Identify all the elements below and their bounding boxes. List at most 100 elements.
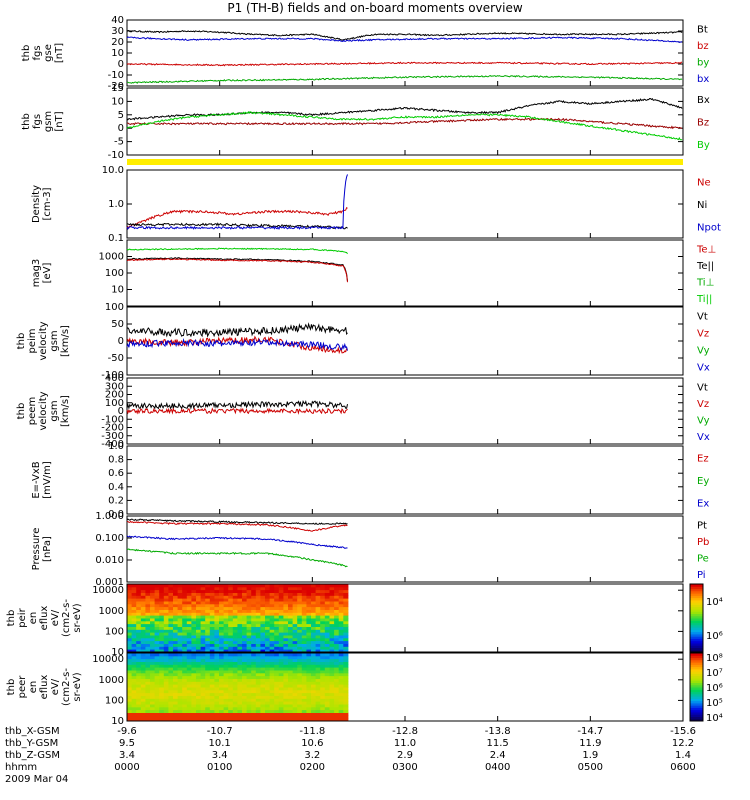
legend-Vt: Vt (697, 382, 708, 393)
spectrogram-cell (251, 664, 257, 668)
spectrogram-cell (219, 620, 225, 625)
spectrogram-cell (274, 678, 280, 682)
spectrogram-cell (320, 695, 326, 699)
spectrogram-cell (324, 629, 330, 633)
spectrogram-cell (163, 612, 169, 616)
ephemeris-value: 3.4 (212, 750, 228, 761)
spectrogram-cell (200, 623, 206, 627)
spectrogram-cell (315, 681, 321, 685)
y-tick-label: 0.001 (95, 577, 124, 588)
spectrogram-cell (251, 695, 257, 699)
spectrogram-cell (163, 606, 169, 610)
spectrogram-cell (223, 715, 229, 719)
spectrogram-cell (232, 678, 238, 682)
spectrogram-cell (320, 646, 326, 650)
spectrogram-cell (237, 595, 243, 599)
spectrogram-cell (237, 635, 243, 639)
spectrogram-cell (205, 595, 211, 599)
spectrogram-cell (145, 684, 151, 688)
spectrogram-cell (283, 640, 289, 644)
spectrogram-cell (182, 646, 188, 650)
spectrogram-cell (159, 640, 165, 644)
spectrogram-cell (196, 704, 202, 708)
spectrogram-cell (214, 687, 220, 691)
spectrogram-cell (150, 629, 156, 633)
spectrogram-cell (168, 618, 174, 622)
spectrogram-cell (145, 586, 151, 591)
spectrogram-cell (163, 584, 169, 588)
spectrogram-cell (315, 586, 321, 591)
spectrogram-cell (196, 655, 202, 660)
spectrogram-cell (140, 684, 146, 688)
spectrogram-cell (237, 609, 243, 613)
spectrogram-cell (251, 606, 257, 610)
spectrogram-cell (251, 637, 257, 642)
spectrogram-cell (191, 670, 197, 674)
spectrogram-cell (260, 606, 266, 610)
spectrogram-cell (159, 704, 165, 708)
spectrogram-cell (228, 687, 234, 691)
spectrogram-cell (205, 598, 211, 602)
y-axis-label: [nPa] (42, 536, 53, 562)
spectrogram-cell (200, 655, 206, 660)
spectrogram-cell (163, 643, 169, 647)
spectrogram-cell (232, 698, 238, 702)
spectrogram-cell (200, 701, 206, 705)
spectrogram-cell (315, 655, 321, 660)
spectrogram-cell (223, 701, 229, 705)
spectrogram-cell (228, 626, 234, 630)
spectrogram-cell (237, 612, 243, 616)
spectrogram-cell (223, 709, 229, 713)
spectrogram-cell (228, 672, 234, 677)
y-axis-label: Pressure (31, 528, 42, 571)
spectrogram-cell (131, 586, 137, 591)
spectrogram-cell (219, 606, 225, 610)
spectrogram-cell (242, 601, 248, 605)
spectrogram-cell (292, 643, 298, 647)
spectrogram-cell (311, 609, 317, 613)
spectrogram-cell (320, 632, 326, 636)
spectrogram-cell (306, 689, 312, 694)
spectrogram-cell (219, 586, 225, 591)
spectrogram-cell (131, 620, 137, 625)
spectrogram-cell (329, 706, 335, 711)
spectrogram-cell (237, 681, 243, 685)
spectrogram-cell (265, 595, 271, 599)
spectrogram-cell (315, 667, 321, 671)
spectrogram-cell (223, 653, 229, 657)
spectrogram-cell (191, 653, 197, 657)
spectrogram-cell (315, 687, 321, 691)
spectrogram-cell (301, 643, 307, 647)
spectrogram-cell (343, 632, 349, 636)
spectrogram-cell (334, 704, 340, 708)
spectrogram-cell (177, 667, 183, 671)
spectrogram-cell (182, 640, 188, 644)
spectrogram-cell (343, 681, 349, 685)
spectrogram-cell (136, 704, 142, 708)
spectrogram-cell (140, 584, 146, 588)
spectrogram-cell (315, 584, 321, 588)
spectrogram-cell (320, 667, 326, 671)
y-tick-label: 0 (118, 59, 124, 70)
spectrogram-cell (251, 649, 257, 653)
spectrogram-cell (173, 615, 179, 619)
y-tick-label: 0.100 (95, 533, 124, 544)
spectrogram-cell (232, 664, 238, 668)
spectrogram-cell (177, 655, 183, 660)
spectrogram-cell (246, 609, 252, 613)
spectrogram-cell (173, 695, 179, 699)
spectrogram-cell (242, 626, 248, 630)
spectrogram-cell (324, 689, 330, 694)
spectrogram-cell (292, 603, 298, 608)
spectrogram-cell (292, 595, 298, 599)
spectrogram-cell (338, 701, 344, 705)
spectrogram-cell (223, 615, 229, 619)
colorbar-label: 10⁶ (706, 683, 723, 694)
legend-Pb: Pb (697, 537, 709, 548)
spectrogram-cell (150, 649, 156, 653)
spectrogram-cell (154, 667, 160, 671)
spectrogram-cell (269, 632, 275, 636)
spectrogram-cell (315, 620, 321, 625)
spectrogram-cell (269, 655, 275, 660)
spectrogram-cell (232, 675, 238, 679)
